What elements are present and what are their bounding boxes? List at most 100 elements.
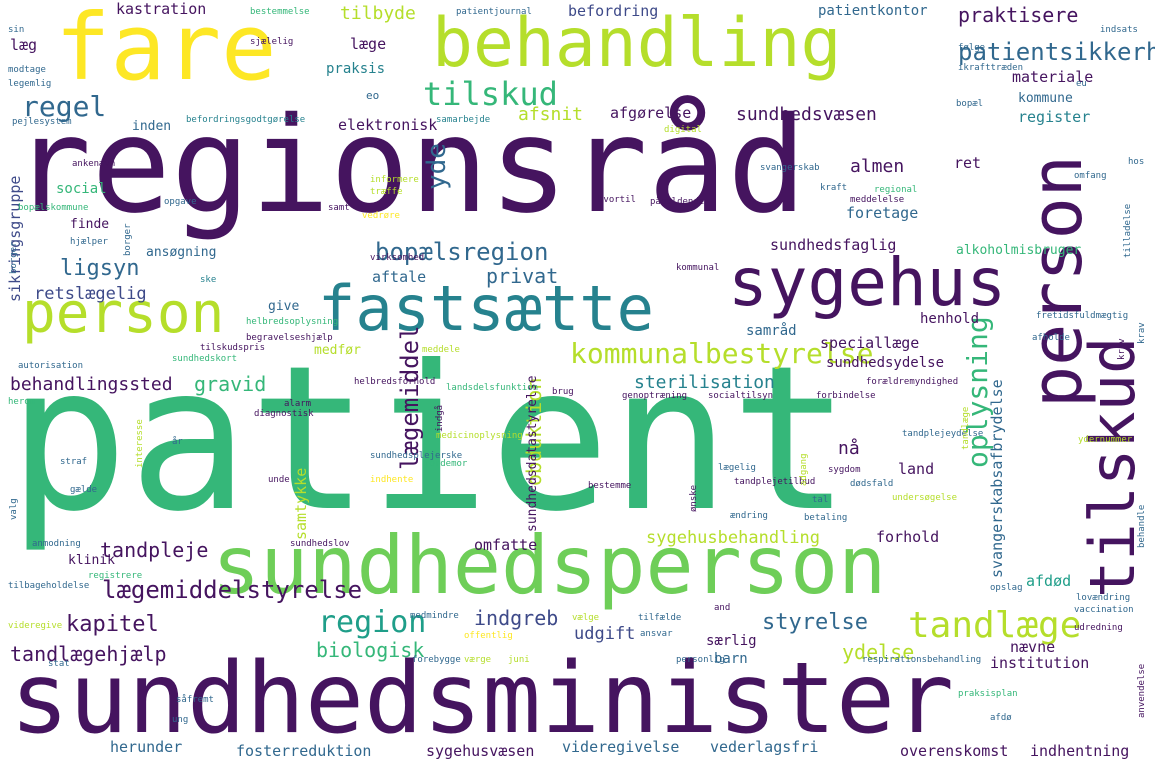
word-straf: ydernummer — [1078, 435, 1133, 445]
word-opslag: registrere — [88, 571, 143, 581]
word-ydelse: ydelse — [842, 640, 915, 664]
word-laege: læge — [350, 35, 387, 53]
word-speciallaege: speciallæge — [820, 334, 920, 352]
word-indgaa: diagnostisk — [254, 409, 314, 419]
word-samtykke: samtykke — [292, 467, 310, 540]
word-naevne: nævne — [1010, 638, 1056, 656]
word-medfoer: medfør — [314, 343, 361, 358]
word-saafremt: stat — [48, 659, 70, 669]
word-meddele: tilskudspris — [200, 343, 266, 353]
word-overenskomst: overenskomst — [900, 742, 1009, 760]
word-sundhedsdatastyrelse: sundhedsdatastyrelse — [525, 375, 540, 532]
word-fretidsfuldmaegtig: sundhedskort — [172, 354, 238, 364]
word-digital: digital — [664, 125, 702, 135]
word-ikrafttraeden: ikrafttræden — [958, 63, 1024, 73]
word-bestemmelse: bestemmelse — [250, 7, 310, 17]
word-samraad: samråd — [746, 323, 797, 339]
word-tilladelse: kommunal — [676, 263, 720, 273]
word-omfatte: omfatte — [474, 536, 538, 554]
word-barn: barn — [714, 651, 748, 667]
word-respirationsbehandling: juni — [508, 655, 530, 665]
word-inden: inden — [132, 119, 172, 134]
word-indhente: dødsfald — [850, 479, 894, 489]
word-omfang: omfang — [1074, 171, 1107, 181]
word-tilfaelde: medmindre — [410, 611, 459, 621]
word-aendring: tal — [812, 495, 829, 505]
word-herunder: herunder — [110, 738, 183, 756]
word-aftale: aftale — [372, 268, 427, 286]
word-aar: alarm — [284, 399, 312, 409]
word-videregivelse: videregivelse — [562, 738, 680, 756]
word-hjaelper: hjælper — [70, 237, 108, 247]
word-pejlesystem: pejlesystem — [12, 117, 72, 127]
word-regionsraad: regionsråd — [12, 89, 807, 243]
word-kastration: kastration — [116, 0, 207, 18]
word-sygdom: lægelig — [718, 463, 756, 473]
word-sterilisation: sterilisation — [634, 372, 775, 393]
word-ret: ret — [954, 154, 982, 172]
word-patient: patient — [8, 323, 851, 556]
word-undersoegelse: adgang — [799, 453, 809, 486]
word-region: lægemiddelstyrelse — [102, 576, 363, 604]
word-sundhedsvaesen: sundhedsvæsen — [736, 104, 877, 125]
word-alarm: forbindelse — [816, 391, 876, 401]
word-indgreb: indgreb — [474, 606, 559, 630]
word-tandlaege: patientsikkerhed — [958, 38, 1155, 66]
word-autorisation: fretidsfuldmægtig — [1036, 311, 1129, 321]
word-forbindelse: socialtilsyn — [708, 391, 774, 401]
word-laegemiddel: lægemiddel — [396, 325, 424, 471]
word-ansoegning: ansøgning — [146, 245, 217, 260]
word-udgift: udgift — [574, 624, 636, 644]
word-kraft: kraft — [820, 183, 848, 193]
word-foretage: foretage — [846, 204, 919, 222]
word-anvendelse: respirationsbehandling — [862, 655, 982, 665]
word-almen: almen — [850, 156, 905, 177]
word-retslaegelig: retslægelig — [34, 284, 147, 304]
word-registrere: anmodning — [32, 539, 81, 549]
word-regional: regional — [874, 185, 918, 195]
word-sundhedsperson: sundhedsperson — [212, 519, 887, 612]
word-laegelig: jordemor — [424, 459, 468, 469]
word-ligsyn: ligsyn — [60, 256, 140, 281]
word-behandle: ændring — [730, 511, 768, 521]
word-kapitel: tandlæge — [908, 605, 1082, 646]
word-traeffe: træffe — [370, 187, 403, 197]
word-biologisk: biologisk — [316, 638, 425, 662]
word-tilbyde: tilbyde — [340, 3, 416, 24]
word-kommune: kommune — [1018, 91, 1073, 106]
word-offentlig: vælge — [572, 613, 600, 623]
word-tilbageholdelse: sundhedslov — [290, 539, 350, 549]
word-vaerge: videregive — [8, 621, 63, 631]
word-afsnit: afsnit — [518, 104, 584, 125]
word-gaelde: sygdom — [828, 465, 861, 475]
word-patientjournal: patientjournal — [456, 7, 532, 17]
word-medicinoplysning: indgå — [435, 404, 445, 432]
word-afdoe: praksisplan — [958, 689, 1018, 699]
word-saerlig: særlig — [706, 633, 757, 649]
word-klinik: klinik — [68, 553, 115, 568]
word-herom: afholde — [1032, 333, 1070, 343]
word-jordemor: straf — [60, 457, 88, 467]
word-and: opslag — [990, 583, 1023, 593]
word-befordring: befordring — [568, 2, 659, 20]
word-behandling: behandling — [432, 4, 842, 83]
word-sygehusvaesen: sygehusvæsen — [426, 742, 535, 760]
word-brug: helbredsforhold — [354, 377, 436, 387]
word-vaelge: and — [714, 603, 731, 613]
word-privat: privat — [486, 264, 559, 288]
word-stat: personlig — [676, 655, 725, 665]
word-valg: tandplejeydelse — [902, 429, 984, 439]
word-videregive: vaccination — [1074, 605, 1134, 615]
word-tandlaege-small: interesse — [135, 419, 145, 468]
word-opgave: opgave — [164, 197, 197, 207]
word-eu: eu — [1076, 79, 1087, 89]
word-svangerskab: svangerskab — [760, 163, 820, 173]
word-indsats: indsats — [1100, 25, 1138, 35]
word-forebygge: udredning — [1074, 623, 1123, 633]
word-social: social — [56, 181, 107, 197]
word-lov: region — [318, 605, 427, 640]
word-sjaelelig: sjælelig — [250, 37, 294, 47]
word-udredning: ansvar — [640, 629, 673, 639]
word-sundhedslov: behandle — [1137, 504, 1147, 548]
